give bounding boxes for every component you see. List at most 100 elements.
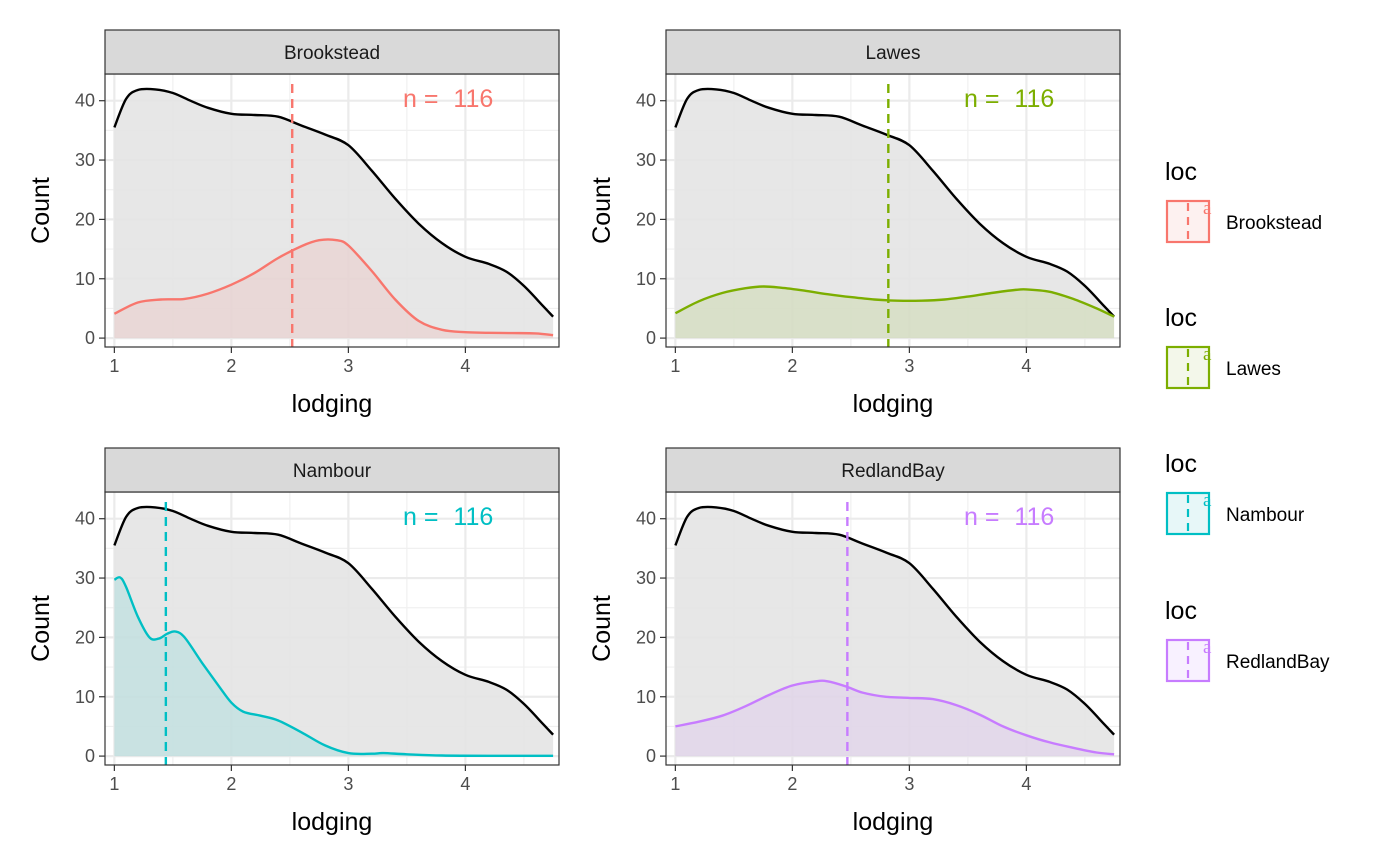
facet-strip-label: Brookstead [284, 43, 380, 64]
y-tick-label: 0 [85, 328, 95, 348]
group-density-line [113, 238, 554, 337]
x-axis-title: lodging [853, 808, 934, 836]
legend-title: loc [1165, 304, 1197, 332]
legend-key-glyph: a [1203, 198, 1212, 219]
legend-label: Brookstead [1226, 213, 1322, 234]
x-axis-title: lodging [292, 808, 373, 836]
y-tick-label: 0 [646, 746, 656, 766]
overall-density-area [675, 88, 1115, 339]
y-tick-label: 20 [75, 627, 95, 647]
overall-density-area [114, 88, 554, 339]
x-tick-label: 2 [787, 356, 797, 376]
y-tick-label: 10 [636, 687, 656, 707]
x-tick-label: 4 [460, 774, 470, 794]
x-tick-label: 4 [460, 356, 470, 376]
y-tick-label: 10 [75, 269, 95, 289]
legend-label: Lawes [1226, 359, 1281, 380]
legend-key-glyph: a [1203, 637, 1212, 658]
sample-size-label: n = 116 [403, 85, 493, 113]
legend-label: RedlandBay [1226, 652, 1330, 673]
y-axis-title: Count [588, 177, 616, 244]
y-tick-label: 40 [636, 509, 656, 529]
x-tick-label: 1 [109, 356, 119, 376]
y-tick-label: 40 [636, 91, 656, 111]
n-label-prefix: n = [964, 85, 1006, 113]
y-tick-label: 40 [75, 509, 95, 529]
x-tick-label: 3 [343, 774, 353, 794]
group-density-line [674, 285, 1115, 318]
legend-label: Nambour [1226, 505, 1305, 526]
y-tick-label: 30 [75, 568, 95, 588]
overall-density-line [674, 505, 1115, 736]
y-axis-title: Count [588, 595, 616, 662]
group-density-area [675, 680, 1115, 757]
n-label-value: 116 [453, 503, 493, 531]
y-tick-label: 30 [636, 150, 656, 170]
sample-size-label: n = 116 [964, 85, 1054, 113]
x-tick-label: 2 [226, 774, 236, 794]
legend-key-glyph: a [1203, 344, 1212, 365]
x-tick-label: 1 [670, 356, 680, 376]
legend-title: loc [1165, 450, 1197, 478]
x-axis-title: lodging [292, 390, 373, 418]
group-density-line [675, 679, 1115, 756]
y-tick-label: 40 [75, 91, 95, 111]
y-axis-title: Count [27, 177, 55, 244]
x-tick-label: 4 [1021, 774, 1031, 794]
n-label-prefix: n = [403, 85, 445, 113]
sample-size-label: n = 116 [403, 503, 493, 531]
facet-strip [104, 447, 560, 493]
group-density-area [114, 239, 554, 339]
y-tick-label: 0 [646, 328, 656, 348]
y-tick-label: 0 [85, 746, 95, 766]
n-label-prefix: n = [403, 503, 445, 531]
overall-density-area [675, 506, 1115, 757]
y-tick-label: 30 [75, 150, 95, 170]
legend-title: loc [1165, 597, 1197, 625]
group-density-line [113, 576, 554, 758]
x-tick-label: 3 [904, 774, 914, 794]
y-tick-label: 20 [636, 627, 656, 647]
facet-strip [104, 29, 560, 75]
x-tick-label: 2 [787, 774, 797, 794]
x-tick-label: 3 [343, 356, 353, 376]
x-axis-title: lodging [853, 390, 934, 418]
facet-strip [665, 29, 1121, 75]
n-label-value: 116 [1014, 503, 1054, 531]
group-density-area [114, 577, 554, 757]
n-label-value: 116 [1014, 85, 1054, 113]
facet-strip-label: Nambour [293, 461, 372, 482]
group-density-area [675, 286, 1115, 339]
legend-key-glyph: a [1203, 490, 1212, 511]
overall-density-line [113, 87, 554, 318]
y-tick-label: 20 [636, 209, 656, 229]
y-tick-label: 10 [636, 269, 656, 289]
x-tick-label: 3 [904, 356, 914, 376]
n-label-prefix: n = [964, 503, 1006, 531]
facet-strip [665, 447, 1121, 493]
y-axis-title: Count [27, 595, 55, 662]
x-tick-label: 1 [109, 774, 119, 794]
overall-density-line [113, 505, 554, 736]
y-tick-label: 20 [75, 209, 95, 229]
facet-strip-label: Lawes [866, 43, 921, 64]
x-tick-label: 2 [226, 356, 236, 376]
overall-density-line [674, 87, 1115, 318]
y-tick-label: 30 [636, 568, 656, 588]
y-tick-label: 10 [75, 687, 95, 707]
facet-strip-label: RedlandBay [841, 461, 945, 482]
x-tick-label: 4 [1021, 356, 1031, 376]
n-label-value: 116 [453, 85, 493, 113]
x-tick-label: 1 [670, 774, 680, 794]
sample-size-label: n = 116 [964, 503, 1054, 531]
legend-title: loc [1165, 158, 1197, 186]
